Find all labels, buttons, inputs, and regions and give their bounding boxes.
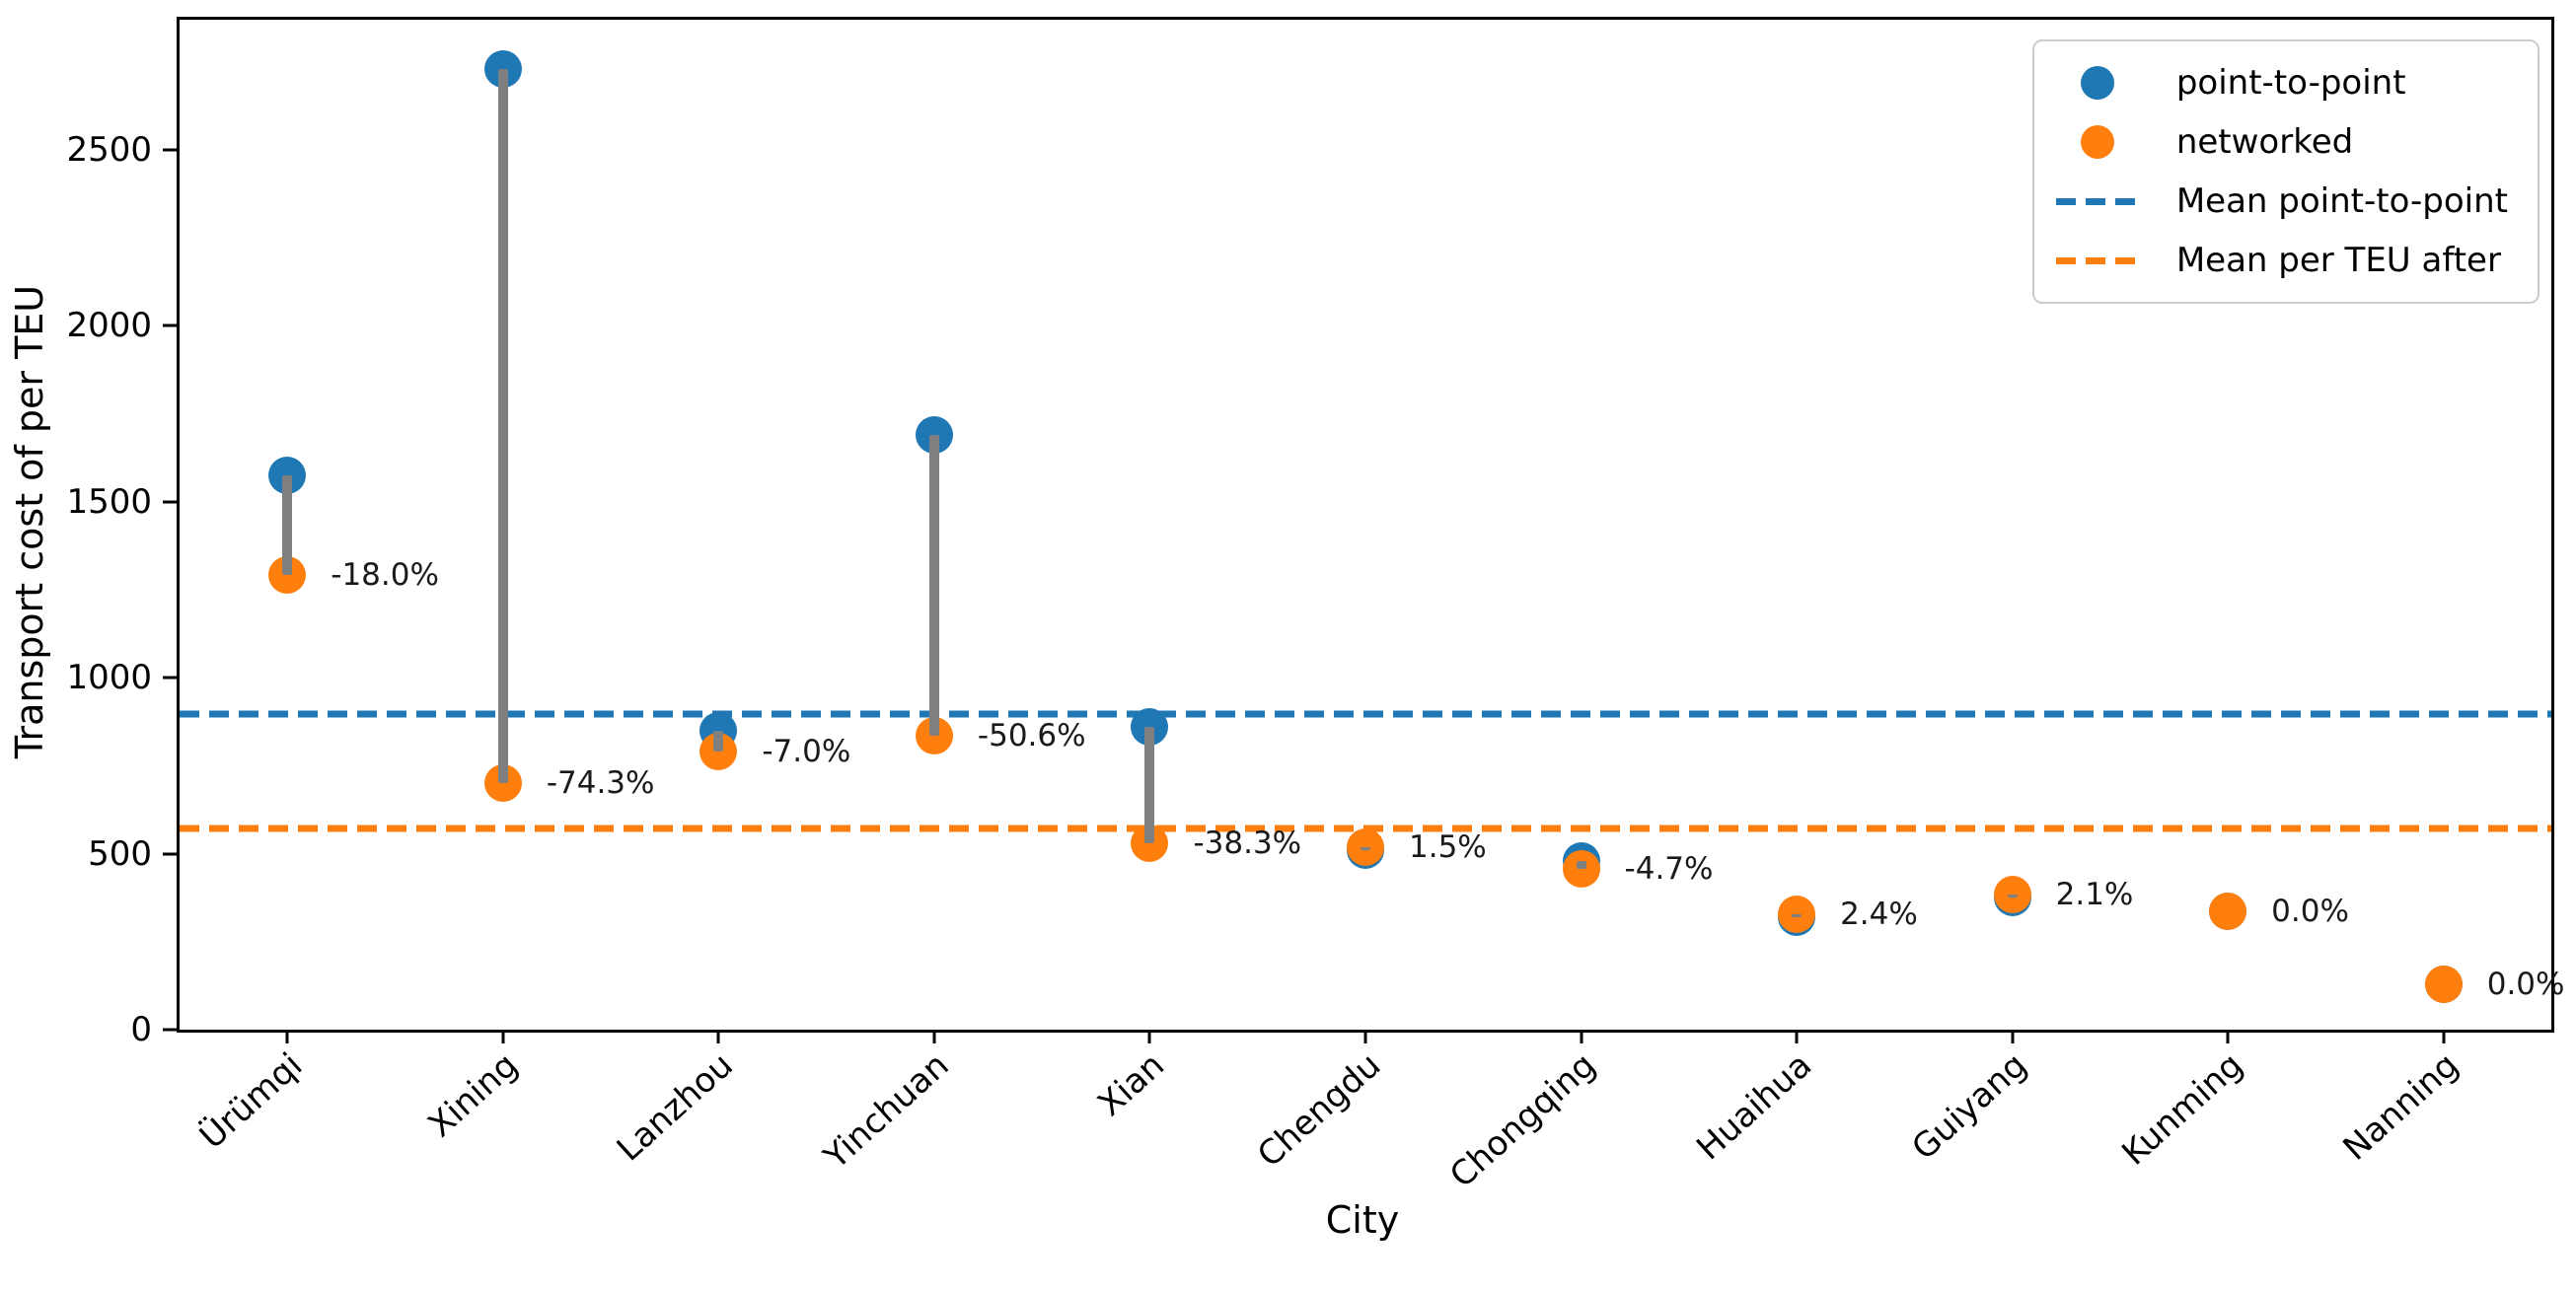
y-tick-mark: [163, 148, 177, 152]
dot-icon: [2080, 66, 2114, 100]
legend-label: networked: [2175, 122, 2354, 162]
x-tick-label-city: Lanzhou: [610, 1045, 742, 1170]
dash-icon: [2055, 197, 2139, 205]
stem-line: [1576, 861, 1586, 870]
percent-change-label: -7.0%: [762, 734, 851, 770]
dot-icon: [2080, 125, 2114, 159]
networked-dot: [2424, 965, 2463, 1003]
y-tick-label: 500: [88, 833, 152, 874]
stem-line: [928, 435, 939, 737]
legend-entry: point-to-point: [2054, 57, 2508, 108]
legend-dot-marker: [2054, 66, 2141, 100]
plot-area: point-to-point networked Mean point-to-poi…: [66, 17, 2564, 1195]
y-tick-mark: [163, 852, 177, 856]
y-tick-label: 2000: [66, 306, 152, 346]
stem-line: [497, 68, 508, 783]
y-axis-label: Transport cost of per TEU: [8, 284, 51, 759]
mean-line-point-to-point: [180, 710, 2551, 718]
percent-change-label: -50.6%: [977, 718, 1086, 754]
x-tick-label-city: Kunming: [2114, 1045, 2250, 1174]
percent-change-label: 2.1%: [2055, 877, 2134, 913]
mean-line-networked: [180, 825, 2551, 832]
x-tick-mark: [1147, 1030, 1151, 1043]
percent-change-label: -38.3%: [1193, 825, 1302, 861]
legend-dash-marker: [2054, 256, 2141, 264]
y-tick-label: 2500: [66, 130, 152, 170]
y-tick-label: 1000: [66, 658, 152, 698]
x-axis-label: City: [1325, 1198, 1400, 1242]
x-tick-label-city: Ürümqi: [191, 1045, 311, 1158]
percent-change-label: 0.0%: [2271, 894, 2349, 930]
x-tick-mark: [716, 1030, 720, 1043]
x-tick-label-city: Yinchuan: [816, 1045, 957, 1178]
percent-change-label: 1.5%: [1409, 829, 1487, 866]
legend-label: Mean per TEU after: [2175, 241, 2501, 280]
legend-entry: Mean per TEU after: [2054, 235, 2508, 286]
percent-change-label: 2.4%: [1840, 896, 1918, 932]
y-tick-label: 0: [130, 1010, 152, 1049]
legend-dot-marker: [2054, 125, 2141, 159]
stem-line: [1361, 847, 1370, 851]
stem-line: [1792, 913, 1803, 917]
stem-line: [1144, 727, 1155, 843]
x-tick-label-city: Nanning: [2335, 1045, 2466, 1169]
x-tick-mark: [1795, 1030, 1799, 1043]
x-tick-mark: [2011, 1030, 2015, 1043]
x-tick-mark: [2226, 1030, 2230, 1043]
percent-change-label: -18.0%: [331, 557, 439, 594]
networked-dot: [2209, 893, 2247, 931]
x-tick-mark: [1580, 1030, 1583, 1043]
x-tick-mark: [2442, 1030, 2446, 1043]
dash-icon: [2055, 256, 2139, 264]
stem-line: [2007, 895, 2018, 898]
stem-line: [713, 730, 724, 753]
legend-label: Mean point-to-point: [2175, 181, 2508, 221]
y-tick-mark: [163, 323, 177, 327]
legend-entry: networked: [2054, 116, 2508, 168]
networked-dot: [1562, 850, 1600, 889]
legend-label: point-to-point: [2175, 63, 2406, 103]
x-tick-mark: [285, 1030, 289, 1043]
y-tick-mark: [163, 500, 177, 504]
x-tick-mark: [1363, 1030, 1367, 1043]
legend-entry: Mean point-to-point: [2054, 176, 2508, 227]
stem-line: [282, 475, 293, 576]
legend: point-to-point networked Mean point-to-poi…: [2031, 39, 2539, 304]
percent-change-label: 0.0%: [2486, 966, 2565, 1002]
percent-change-label: -4.7%: [1624, 851, 1714, 888]
y-tick-label: 1500: [66, 481, 152, 522]
y-tick-mark: [163, 1028, 177, 1032]
x-tick-label-city: Huaihua: [1689, 1045, 1819, 1169]
y-tick-mark: [163, 676, 177, 680]
legend-dash-marker: [2054, 197, 2141, 205]
x-tick-label-city: Xining: [420, 1045, 526, 1146]
x-tick-label-city: Chongqing: [1442, 1045, 1604, 1196]
x-tick-label-city: Chengdu: [1249, 1045, 1388, 1176]
percent-change-label: -74.3%: [546, 764, 655, 801]
x-tick-label-city: Xian: [1090, 1045, 1173, 1124]
x-tick-label-city: Guiyang: [1904, 1045, 2035, 1169]
x-tick-mark: [932, 1030, 936, 1043]
x-tick-mark: [501, 1030, 505, 1043]
